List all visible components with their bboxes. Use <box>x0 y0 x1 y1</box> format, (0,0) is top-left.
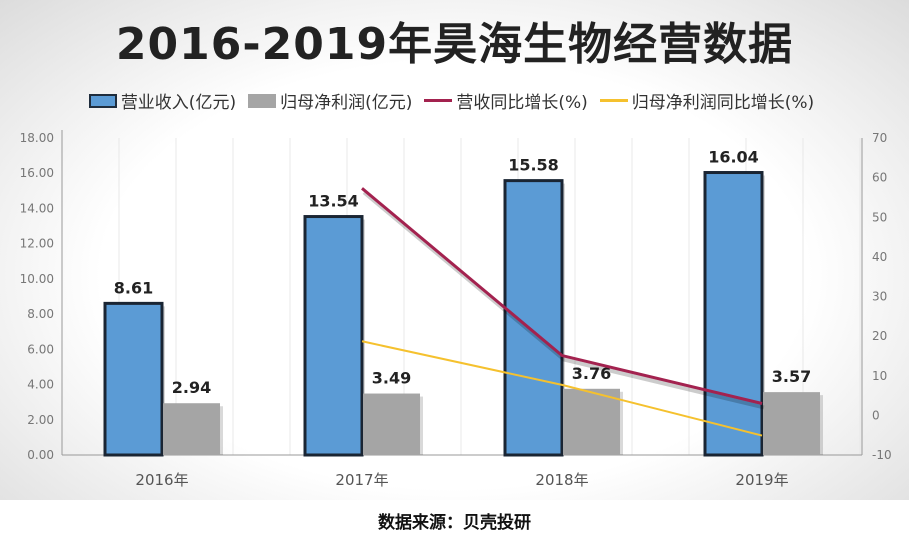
right-tick-label: 20 <box>872 329 887 343</box>
bar-net-profit <box>163 403 220 455</box>
legend-label: 营业收入(亿元) <box>120 93 237 113</box>
chart-plot: 0.00 2.00 4.00 6.00 8.00 10.00 12.00 14.00 16.00… <box>20 130 892 489</box>
right-tick-label: 40 <box>872 250 887 264</box>
bar-net-profit <box>363 393 420 455</box>
right-tick-label: 60 <box>872 171 887 185</box>
legend: 营业收入(亿元) 归母净利润(亿元) 营收同比增长(%) 归母净利润同比增长(%) <box>0 88 909 113</box>
data-label: 3.57 <box>772 367 811 386</box>
data-label: 13.54 <box>308 192 359 211</box>
right-tick-label: 70 <box>872 131 887 145</box>
left-tick-label: 4.00 <box>27 378 54 392</box>
left-tick-label: 14.00 <box>20 201 54 215</box>
legend-item: 归母净利润(亿元) <box>248 88 412 113</box>
data-label: 15.58 <box>508 156 559 175</box>
x-tick-label: 2017年 <box>335 471 388 489</box>
bar-revenue <box>103 301 164 457</box>
bar-revenue <box>303 215 364 457</box>
right-tick-label: 30 <box>872 290 887 304</box>
legend-item: 营业收入(亿元) <box>88 88 237 113</box>
bar-revenue <box>503 179 564 457</box>
right-tick-label: 10 <box>872 369 887 383</box>
legend-item: 营收同比增长(%) <box>424 88 588 113</box>
line-revenue-growth <box>361 187 763 405</box>
left-tick-label: 0.00 <box>27 448 54 462</box>
data-label: 3.49 <box>372 369 411 388</box>
x-tick-label: 2019年 <box>735 471 788 489</box>
right-tick-label: 50 <box>872 210 887 224</box>
legend-swatch <box>88 93 117 108</box>
right-tick-label: 0 <box>872 408 880 422</box>
bar-net-profit <box>763 392 820 455</box>
legend-label: 归母净利润(亿元) <box>280 93 413 113</box>
x-tick-label: 2018年 <box>535 471 588 489</box>
chart-title: 2016-2019年昊海生物经营数据 <box>115 19 794 70</box>
left-tick-label: 2.00 <box>27 413 54 427</box>
legend-item: 归母净利润同比增长(%) <box>599 88 815 113</box>
legend-swatch <box>424 99 453 102</box>
bar-revenue <box>703 171 764 457</box>
left-tick-label: 10.00 <box>20 272 54 286</box>
bar-net-profit <box>563 388 620 455</box>
source-note: 数据来源：贝壳投研 <box>378 513 531 533</box>
left-tick-label: 12.00 <box>20 237 54 251</box>
left-tick-label: 18.00 <box>20 131 54 145</box>
data-label: 3.76 <box>572 364 611 383</box>
data-label: 2.94 <box>172 378 211 397</box>
line-net-profit-growth <box>361 340 763 437</box>
legend-swatch <box>599 99 628 102</box>
left-tick-label: 8.00 <box>27 307 54 321</box>
legend-swatch <box>248 93 277 108</box>
data-label: 8.61 <box>114 278 153 297</box>
right-tick-label: -10 <box>872 448 892 462</box>
left-tick-label: 6.00 <box>27 342 54 356</box>
data-label: 16.04 <box>708 148 759 167</box>
legend-label: 归母净利润同比增长(%) <box>631 93 815 113</box>
line-shadow <box>362 190 765 410</box>
x-tick-label: 2016年 <box>135 471 188 489</box>
legend-label: 营收同比增长(%) <box>456 93 588 113</box>
left-tick-label: 16.00 <box>20 166 54 180</box>
